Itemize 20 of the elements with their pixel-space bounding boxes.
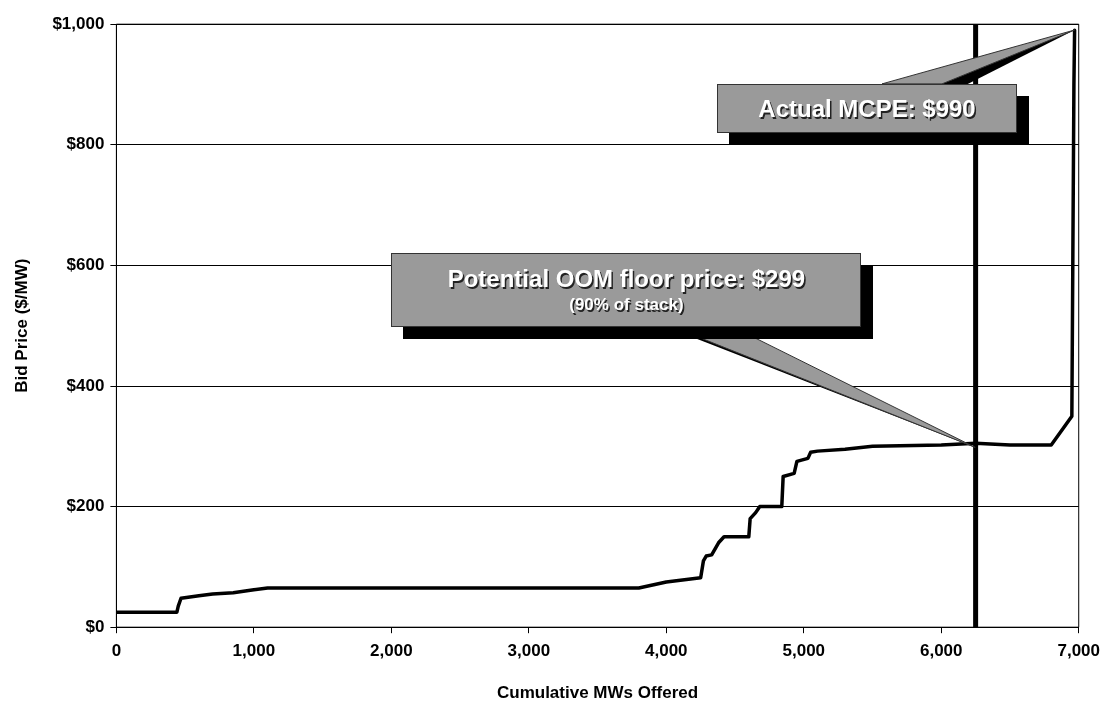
y-tick-label: $800	[66, 134, 105, 154]
y-tick-label: $400	[66, 375, 105, 395]
annotation: Potential OOM floor price: $299 (90% of stack)	[447, 263, 806, 316]
x-tick-label: 2,000	[370, 641, 413, 661]
y-tick-label: $600	[66, 255, 105, 275]
x-tick-label: 7,000	[1057, 641, 1100, 661]
callout-box: Actual MCPE: $990	[717, 30, 1075, 146]
y-tick-label: $1,000	[52, 13, 105, 33]
y-tick-label: $0	[85, 616, 105, 636]
x-tick-label: 3,000	[507, 641, 551, 661]
x-tick-label: 6,000	[919, 641, 963, 661]
x-tick-label: 4,000	[645, 641, 688, 661]
annotation: Actual MCPE: $990	[758, 93, 976, 124]
callout-box: Potential OOM floor price: $299 (90% of stack)	[391, 252, 976, 447]
x-tick-label: 0	[111, 641, 122, 661]
y-tick-label: $200	[66, 496, 105, 516]
x-axis-title: Cumulative MWs Offered	[496, 683, 699, 703]
x-tick-label: 5,000	[782, 641, 826, 661]
x-tick-label: 1,000	[232, 641, 276, 661]
y-axis-title: Bid Price ($/MW)	[11, 258, 31, 393]
